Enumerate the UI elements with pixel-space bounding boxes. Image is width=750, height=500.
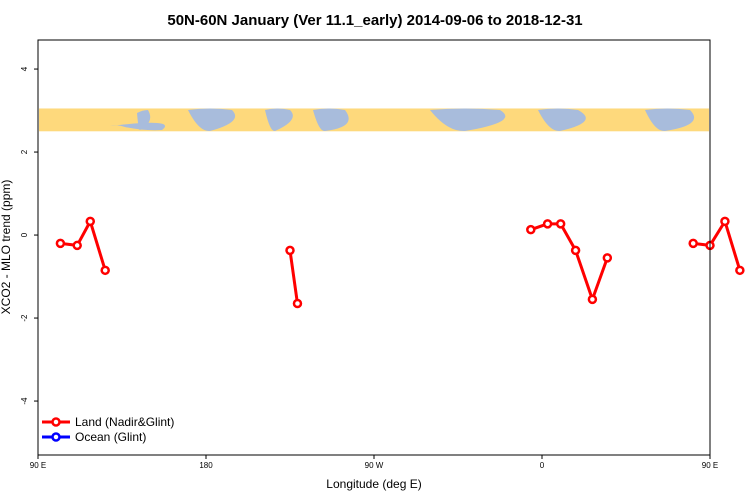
plot-frame [37,39,711,456]
data-point [688,238,698,249]
map-land-shape [188,108,236,132]
data-point [55,238,66,249]
x-tick-label: 90 E [30,461,46,470]
y-axis-label: XCO2 - MLO trend (ppm) [0,180,13,315]
world-map-band [39,108,709,132]
x-tick-label: 90 W [365,461,384,470]
data-point [602,253,613,263]
data-point [570,245,581,256]
x-tick-label: 0 [540,461,545,470]
map-land-shape [313,108,349,132]
map-land-shape [538,108,586,132]
legend-marker-land [51,417,61,427]
legend-label-ocean: Ocean (Glint) [75,430,146,444]
map-land-shape [265,108,293,132]
series-layer [55,216,745,309]
y-tick-label: 0 [20,232,29,237]
x-tick-label: 90 E [702,461,718,470]
data-point [85,216,96,227]
x-tick-label: 180 [199,461,213,470]
data-point [72,240,82,251]
data-point [555,219,566,229]
y-tick-label: 4 [20,66,29,71]
map-land-shape [110,122,166,131]
series-line [60,219,107,271]
map-land-shape [137,110,151,131]
chart-title: 50N-60N January (Ver 11.1_early) 2014-09… [167,12,582,29]
data-point [526,224,536,235]
data-point [587,294,598,305]
x-axis-label: Longitude (deg E) [326,477,421,491]
data-point [735,265,745,276]
y-tick-label: -2 [20,314,29,322]
data-point [285,245,295,256]
series-line [288,250,299,304]
x-axis: 90 E 180 90 W 0 90 E [30,455,718,470]
legend-marker-ocean [51,432,61,442]
data-point [720,216,730,227]
data-point [100,265,110,276]
y-axis: 4 2 0 -2 -4 [20,66,38,405]
series-line [693,219,742,271]
map-land-shape [645,108,695,132]
legend-item-ocean: Ocean (Glint) [42,430,146,444]
legend-label-land: Land (Nadir&Glint) [75,415,174,429]
legend: Land (Nadir&Glint) Ocean (Glint) [42,415,174,444]
data-point [542,219,553,229]
y-tick-label: -4 [20,397,29,405]
legend-item-land: Land (Nadir&Glint) [42,415,174,429]
y-tick-label: 2 [20,149,29,154]
data-point [292,298,303,309]
map-land-shape [430,108,506,132]
series-line [530,222,609,301]
